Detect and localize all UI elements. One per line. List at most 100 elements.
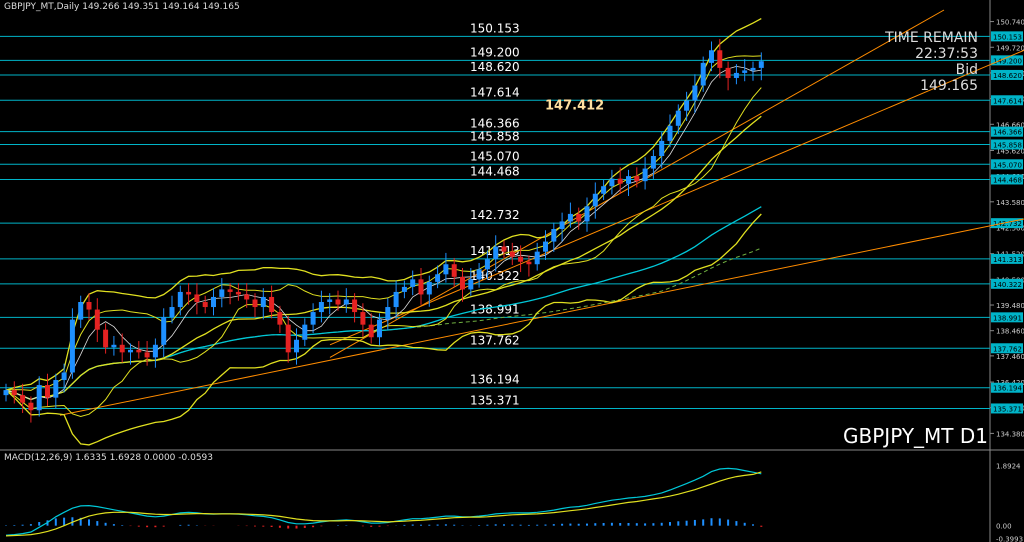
level-price-tag [991, 312, 1023, 323]
level-price-tag [991, 126, 1023, 137]
candle-body [443, 264, 449, 275]
level-price-tag-label: 137.762 [993, 345, 1022, 353]
candle-body [111, 344, 117, 348]
level-price-tag-label: 150.153 [993, 33, 1022, 41]
level-price-tag [991, 174, 1023, 185]
candle-body [601, 186, 607, 194]
candle-body [144, 352, 150, 358]
candle-body [103, 329, 109, 348]
candle-body [294, 339, 299, 353]
candle-body [28, 402, 34, 411]
candle-body [310, 312, 316, 325]
candle-body [451, 264, 457, 277]
level-label: 137.762 [470, 333, 520, 347]
candle-body [152, 344, 158, 358]
candle-body [584, 206, 590, 222]
candle-body [650, 156, 656, 169]
candle-body [750, 67, 756, 71]
ma-cyan [5, 206, 762, 401]
candle-body [468, 279, 474, 290]
candle-body [202, 302, 208, 308]
level-price-tag [991, 69, 1023, 80]
ma-short-white [5, 65, 762, 400]
candle-body [592, 193, 598, 207]
candle-body [277, 312, 283, 325]
level-price-tag-label: 141.313 [993, 256, 1022, 264]
candle-body [377, 319, 382, 338]
y-tick-label: 142.560 [996, 224, 1024, 232]
ma-long-dashed [5, 247, 762, 401]
candle-body [476, 269, 482, 280]
candle-body [335, 299, 341, 305]
candle-body [418, 279, 424, 295]
candle-body [667, 125, 673, 141]
macd-tick-label: -0.3993 [996, 535, 1023, 542]
candle-body [45, 385, 50, 398]
y-tick-label: 145.620 [996, 147, 1024, 155]
level-label: 149.200 [470, 45, 520, 59]
candle-body [78, 302, 84, 320]
candle-body [260, 296, 266, 308]
chart-title: GBPJPY_MT,Daily 149.266 149.351 149.164 … [4, 2, 240, 12]
level-price-tag [991, 253, 1023, 264]
candle-body [360, 312, 366, 325]
candles [3, 38, 764, 423]
candle-body [327, 299, 333, 302]
candle-body [576, 213, 582, 222]
candle-body [435, 274, 441, 282]
level-price-tag-label: 149.200 [993, 57, 1022, 65]
bid-label: Bid [955, 62, 978, 78]
candle-body [501, 246, 507, 252]
macd-title: MACD(12,26,9) 1.6335 1.6928 0.0000 -0.05… [4, 453, 214, 463]
candle-body [86, 302, 92, 310]
level-label: 135.371 [470, 393, 520, 407]
candle-body [352, 299, 358, 313]
candle-body [526, 261, 532, 265]
level-label: 150.153 [470, 21, 520, 35]
highlight-price: 147.412 [545, 98, 604, 113]
time-remain-panel: TIME REMAIN 22:37:53 Bid 149.165 [885, 30, 978, 94]
level-price-tag [991, 403, 1023, 414]
candle-body [543, 241, 548, 252]
candle-body [609, 178, 615, 187]
trend-line [59, 218, 1024, 416]
candle-body [659, 140, 665, 156]
candle-body [186, 291, 192, 295]
candle-body [534, 251, 540, 265]
macd-line [5, 467, 762, 536]
level-price-tag-label: 145.858 [993, 141, 1022, 149]
candle-body [692, 85, 698, 101]
candle-body [642, 168, 648, 182]
candle-body [460, 276, 465, 290]
candle-body [36, 385, 42, 411]
level-price-tag-label: 148.620 [993, 72, 1022, 80]
candle-body [94, 309, 100, 330]
level-price-tag-label: 138.991 [993, 314, 1022, 322]
bid-value: 149.165 [920, 78, 978, 94]
y-tick-label: 149.720 [996, 44, 1024, 52]
candle-body [11, 390, 17, 396]
level-price-tag [991, 218, 1023, 229]
candle-body [53, 380, 59, 398]
candle-body [410, 279, 416, 287]
level-price-tag-label: 135.371 [993, 405, 1022, 413]
macd-signal-line [5, 471, 762, 537]
bollinger-lower [5, 213, 762, 446]
candle-body [675, 110, 681, 126]
candle-body [211, 296, 216, 308]
candle-body [684, 100, 690, 111]
candle-body [509, 251, 515, 257]
macd-tick-label: 1.8924 [996, 462, 1021, 470]
candle-body [725, 67, 731, 78]
candle-body [385, 307, 391, 320]
time-remain-value: 22:37:53 [915, 46, 978, 62]
level-price-tag [991, 278, 1023, 289]
candle-body [318, 302, 324, 313]
candle-body [219, 289, 225, 297]
candle-body [617, 178, 623, 184]
level-price-tag [991, 382, 1023, 393]
level-label: 145.070 [470, 149, 520, 163]
candle-body [3, 390, 9, 396]
